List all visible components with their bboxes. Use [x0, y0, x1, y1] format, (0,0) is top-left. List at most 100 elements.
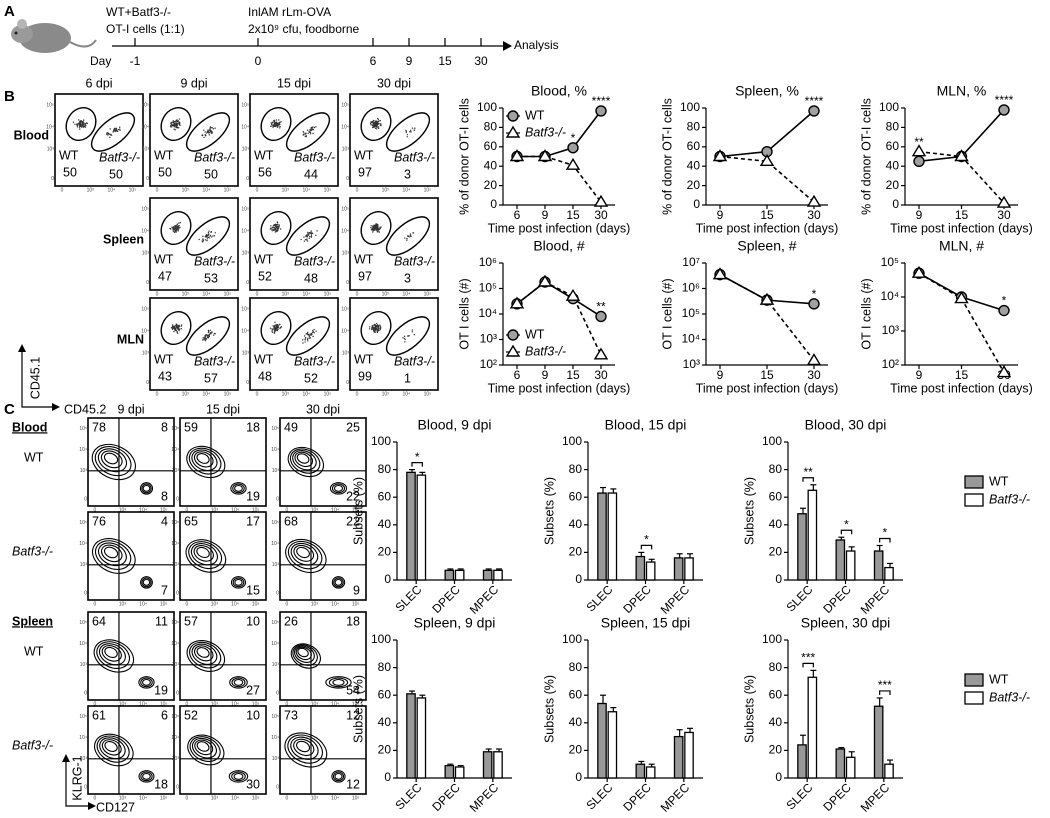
event-dot — [276, 328, 278, 330]
y-axis-label: OT I cells (#) — [457, 278, 471, 349]
flow-tick-label: 10⁴ — [202, 187, 210, 193]
marker — [996, 195, 1012, 208]
event-dot — [305, 234, 307, 237]
contour — [294, 645, 315, 663]
contour — [230, 482, 247, 495]
y-tick-label: 80 — [378, 462, 392, 476]
flow-tick-label: 10⁴ — [402, 291, 410, 297]
event-dot — [274, 231, 277, 233]
y-tick-label: 0 — [892, 197, 899, 211]
event-dot — [106, 133, 108, 136]
flow-tick-label: 10⁵ — [271, 520, 279, 526]
significance-bracket — [840, 529, 853, 535]
flow-tick-label: 10⁴ — [139, 795, 147, 801]
event-dot — [172, 120, 174, 122]
x-tick-label: SLEC — [392, 582, 424, 614]
flow-tick-label: 0 — [256, 291, 259, 297]
event-dot — [173, 128, 175, 130]
event-dot — [307, 232, 309, 234]
event-dot — [178, 224, 180, 227]
significance: * — [571, 131, 576, 145]
event-dot — [275, 223, 277, 226]
arrow-head — [88, 802, 96, 810]
gate-label: WT — [154, 148, 174, 162]
bar — [454, 569, 465, 581]
event-dot — [271, 330, 273, 332]
event-dot — [311, 333, 313, 335]
contour — [231, 771, 246, 782]
event-dot — [410, 235, 412, 237]
flow-tick-label: 10⁵ — [271, 620, 279, 626]
event-dot — [306, 129, 309, 131]
event-dot — [374, 224, 376, 227]
flow-tick-label: 0 — [285, 507, 288, 513]
event-dot — [74, 123, 76, 126]
flow-tick-label: 10⁴ — [302, 391, 310, 397]
contour — [141, 483, 152, 494]
flow-tick-label: 10³ — [282, 291, 290, 297]
legend-swatch — [964, 673, 984, 687]
flow-tick-label: 10³ — [80, 662, 88, 668]
x-tick-label: 9 — [542, 208, 549, 222]
event-dot — [302, 339, 304, 341]
event-dot — [373, 124, 375, 127]
event-dot — [410, 131, 412, 133]
gate-value: 48 — [304, 271, 318, 285]
event-dot — [274, 124, 277, 126]
event-dot — [201, 134, 204, 137]
flow-tick-label: 0 — [176, 496, 179, 502]
significance: ** — [596, 300, 606, 314]
event-dot — [177, 327, 180, 329]
event-dot — [174, 231, 177, 233]
event-dot — [309, 235, 311, 238]
bar — [797, 513, 807, 581]
contour — [334, 772, 343, 780]
quadrant-value: 19 — [246, 489, 260, 503]
event-dot — [377, 126, 380, 128]
gate-value: 48 — [258, 369, 272, 383]
contour — [287, 446, 325, 478]
event-dot — [375, 223, 377, 225]
contour — [193, 645, 214, 662]
y-tick-label: 40 — [769, 715, 783, 729]
marker — [567, 142, 579, 154]
gate-value: 43 — [158, 369, 172, 383]
event-dot — [280, 326, 283, 328]
series-line — [719, 155, 815, 203]
event-dot — [411, 127, 414, 129]
flow-tick-label: 0 — [176, 690, 179, 696]
legend-label: Batf3-/- — [525, 344, 566, 358]
flow-tick-label: 10³ — [272, 562, 280, 568]
y-tick-label: 0 — [775, 770, 782, 784]
flow-tick-label: 0 — [356, 187, 359, 193]
event-dot — [308, 233, 310, 235]
flow-tick-label: 0 — [185, 507, 188, 513]
flow-tick-label: 10⁴ — [231, 701, 239, 707]
event-dot — [270, 125, 272, 128]
event-dot — [271, 125, 273, 127]
event-dot — [180, 327, 183, 330]
bar — [807, 676, 818, 779]
marker — [911, 265, 927, 278]
flow-plot-frame — [179, 511, 267, 601]
quadrant-value: 7 — [161, 583, 168, 597]
event-dot — [306, 238, 308, 240]
flow-tick-label: 10³ — [119, 601, 127, 607]
marker — [509, 149, 525, 162]
event-dot — [82, 123, 84, 125]
event-dot — [372, 326, 374, 329]
bar — [406, 693, 416, 779]
flow-tick-label: 10³ — [242, 351, 250, 357]
event-dot — [412, 232, 415, 234]
flow-tick-label: 10³ — [211, 701, 219, 707]
y-axis-label: % of donor OT-I cells — [660, 98, 674, 215]
event-dot — [79, 128, 81, 130]
event-dot — [379, 226, 381, 229]
marker — [537, 274, 553, 287]
flow-tick-label: 10⁵ — [171, 426, 179, 432]
flow-tick-label: 10⁴ — [79, 541, 87, 547]
flow-tick-label: 10⁵ — [224, 187, 232, 193]
event-dot — [276, 329, 279, 332]
bar — [444, 569, 455, 581]
flow-tick-label: 10⁴ — [202, 291, 210, 297]
